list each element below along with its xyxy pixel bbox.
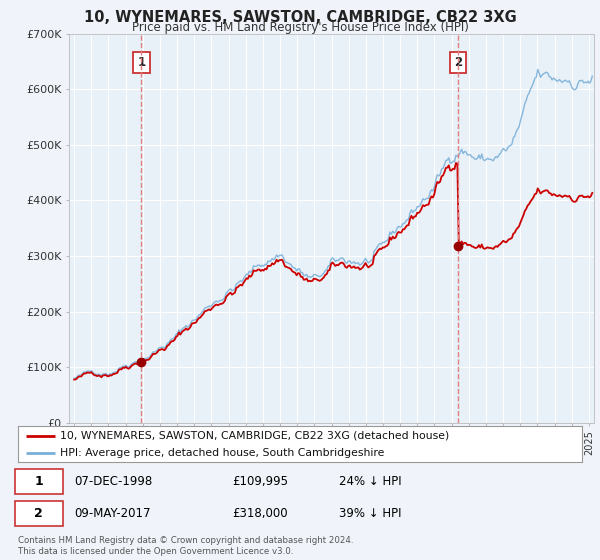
Text: 2: 2 [34,507,43,520]
Text: 2: 2 [454,57,462,69]
Text: 10, WYNEMARES, SAWSTON, CAMBRIDGE, CB22 3XG: 10, WYNEMARES, SAWSTON, CAMBRIDGE, CB22 … [83,10,517,25]
Text: £109,995: £109,995 [232,475,289,488]
Text: 1: 1 [34,475,43,488]
Text: 24% ↓ HPI: 24% ↓ HPI [340,475,402,488]
Text: HPI: Average price, detached house, South Cambridgeshire: HPI: Average price, detached house, Sout… [60,448,385,458]
Text: 09-MAY-2017: 09-MAY-2017 [74,507,151,520]
Text: 10, WYNEMARES, SAWSTON, CAMBRIDGE, CB22 3XG (detached house): 10, WYNEMARES, SAWSTON, CAMBRIDGE, CB22 … [60,431,449,441]
Text: 1: 1 [137,57,145,69]
Text: Contains HM Land Registry data © Crown copyright and database right 2024.
This d: Contains HM Land Registry data © Crown c… [18,536,353,556]
Text: £318,000: £318,000 [232,507,288,520]
FancyBboxPatch shape [15,501,63,526]
Text: Price paid vs. HM Land Registry's House Price Index (HPI): Price paid vs. HM Land Registry's House … [131,21,469,34]
Text: 07-DEC-1998: 07-DEC-1998 [74,475,152,488]
Text: 39% ↓ HPI: 39% ↓ HPI [340,507,402,520]
FancyBboxPatch shape [15,469,63,494]
